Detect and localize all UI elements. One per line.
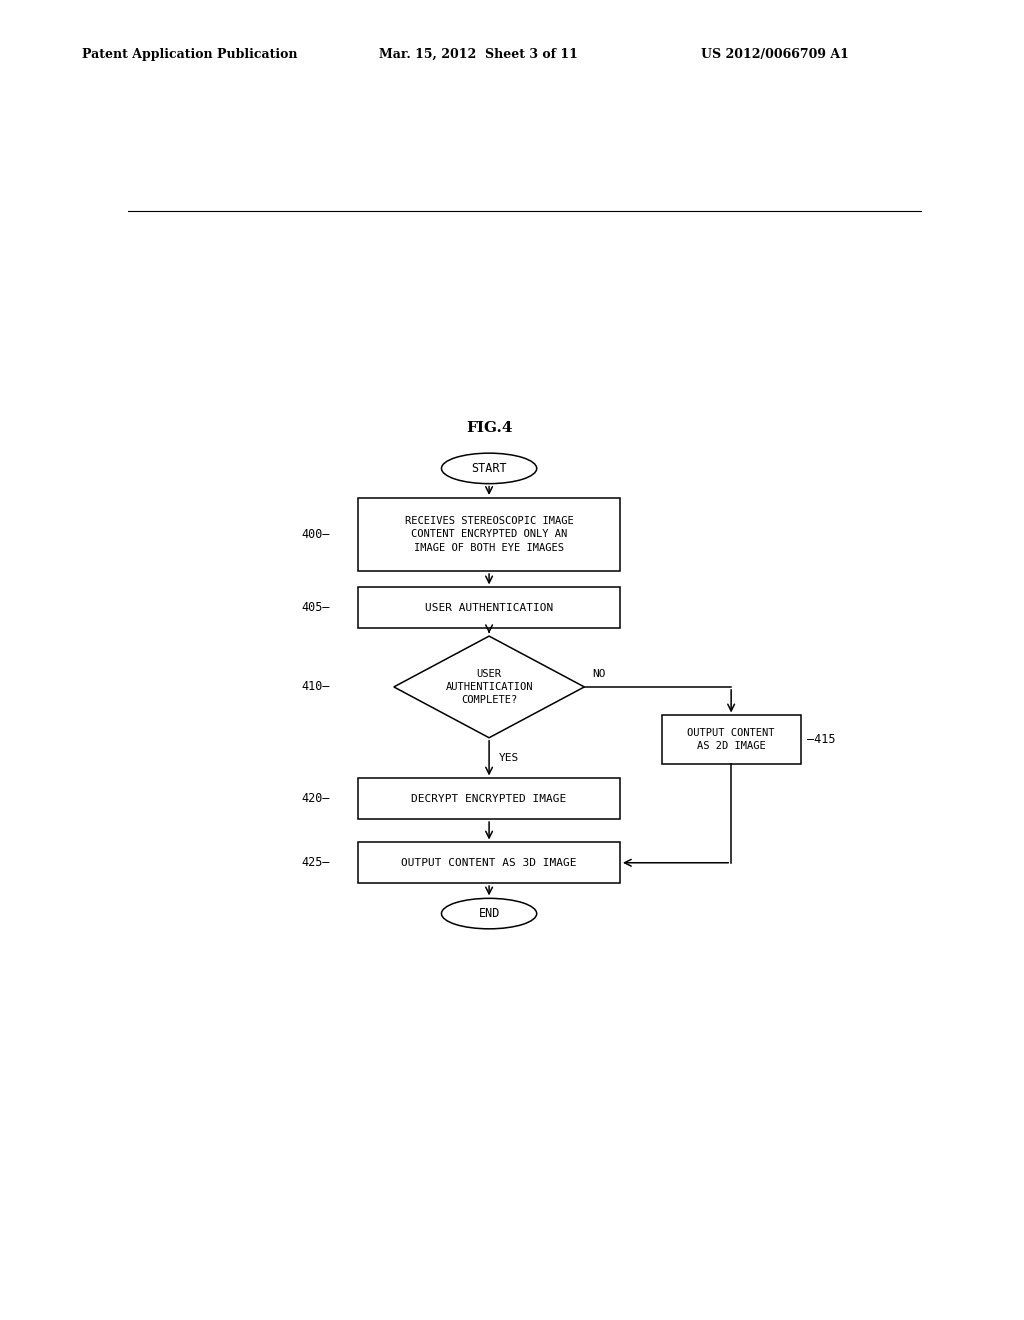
- Ellipse shape: [441, 453, 537, 483]
- Text: END: END: [478, 907, 500, 920]
- Bar: [358, 587, 621, 628]
- Bar: [358, 498, 621, 572]
- Text: US 2012/0066709 A1: US 2012/0066709 A1: [701, 48, 849, 61]
- Text: 405—: 405—: [302, 601, 331, 614]
- Bar: [358, 779, 621, 818]
- Text: Patent Application Publication: Patent Application Publication: [82, 48, 297, 61]
- Text: USER AUTHENTICATION: USER AUTHENTICATION: [425, 603, 553, 612]
- Text: Mar. 15, 2012  Sheet 3 of 11: Mar. 15, 2012 Sheet 3 of 11: [379, 48, 578, 61]
- Text: 400—: 400—: [302, 528, 331, 541]
- Text: USER
AUTHENTICATION
COMPLETE?: USER AUTHENTICATION COMPLETE?: [445, 669, 532, 705]
- Ellipse shape: [441, 899, 537, 929]
- Text: DECRYPT ENCRYPTED IMAGE: DECRYPT ENCRYPTED IMAGE: [412, 793, 566, 804]
- Text: OUTPUT CONTENT AS 3D IMAGE: OUTPUT CONTENT AS 3D IMAGE: [401, 858, 577, 867]
- Text: 410—: 410—: [302, 680, 331, 693]
- Polygon shape: [394, 636, 585, 738]
- Text: FIG.4: FIG.4: [466, 421, 512, 434]
- Text: YES: YES: [499, 754, 519, 763]
- Text: OUTPUT CONTENT
AS 2D IMAGE: OUTPUT CONTENT AS 2D IMAGE: [687, 729, 775, 751]
- Text: —415: —415: [807, 734, 836, 746]
- Text: START: START: [471, 462, 507, 475]
- Bar: [662, 715, 801, 764]
- Text: 420—: 420—: [302, 792, 331, 805]
- Text: NO: NO: [592, 669, 606, 678]
- Bar: [358, 842, 621, 883]
- Text: 425—: 425—: [302, 857, 331, 870]
- Text: RECEIVES STEREOSCOPIC IMAGE
CONTENT ENCRYPTED ONLY AN
IMAGE OF BOTH EYE IMAGES: RECEIVES STEREOSCOPIC IMAGE CONTENT ENCR…: [404, 516, 573, 553]
